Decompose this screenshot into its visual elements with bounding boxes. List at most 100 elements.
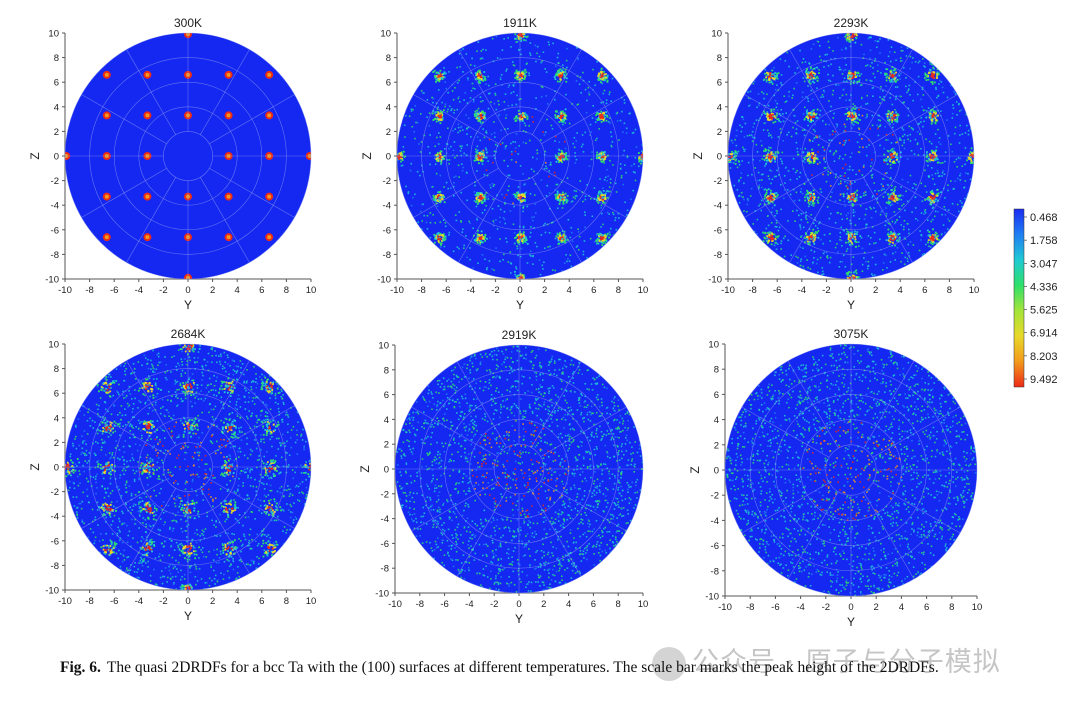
peak-dot <box>524 192 527 195</box>
speckle <box>817 40 820 43</box>
speckle <box>824 161 827 163</box>
speckle <box>440 163 442 166</box>
speckle <box>956 114 958 116</box>
speckle <box>541 264 544 267</box>
peak-dot <box>809 237 812 240</box>
peak-dot <box>602 234 604 237</box>
speckle <box>821 270 824 273</box>
speckle <box>840 192 843 195</box>
speckle <box>428 125 431 127</box>
peak-dot <box>475 74 477 77</box>
speckle <box>871 176 873 179</box>
speckle <box>497 205 500 207</box>
peak-dot <box>815 116 818 119</box>
speckle <box>829 150 832 152</box>
speckle <box>615 228 618 231</box>
speckle <box>927 219 929 221</box>
peak-cluster <box>433 231 447 246</box>
speckle <box>558 158 560 160</box>
speckle <box>789 193 792 196</box>
grid-spoke <box>532 49 582 135</box>
speckle <box>484 147 487 150</box>
speckle <box>477 107 480 110</box>
peak-dot <box>476 74 479 76</box>
peak-dot <box>513 117 516 120</box>
speckle <box>568 260 571 262</box>
speckle <box>563 230 566 233</box>
peak-dot <box>845 30 847 32</box>
speckle <box>403 156 406 159</box>
speckle <box>854 224 857 226</box>
peak-dot <box>608 236 610 239</box>
speckle <box>561 270 563 272</box>
speckle <box>554 65 557 67</box>
speckle <box>834 246 837 249</box>
speckle <box>499 76 502 79</box>
speckle <box>869 79 871 82</box>
speckle <box>751 130 754 133</box>
speckle <box>756 106 758 109</box>
peak-dot <box>852 30 854 32</box>
peak-dot <box>518 240 521 243</box>
speckle <box>879 38 881 40</box>
peak-dot <box>888 77 890 80</box>
speckle <box>766 215 769 217</box>
speckle <box>768 132 770 135</box>
speckle <box>881 269 884 271</box>
speckle <box>472 267 474 269</box>
speckle <box>879 213 882 216</box>
speckle <box>947 189 949 192</box>
peak-dot <box>638 158 641 161</box>
speckle <box>467 79 470 81</box>
speckle <box>902 203 905 205</box>
speckle <box>448 71 450 73</box>
peak-dot <box>853 113 856 116</box>
peak-dot <box>603 234 606 237</box>
speckle <box>887 139 889 141</box>
speckle <box>566 66 568 69</box>
speckle <box>526 62 528 65</box>
peak-dot <box>888 196 891 199</box>
peak-cluster <box>763 148 780 165</box>
speckle <box>795 191 798 194</box>
speckle <box>465 128 468 130</box>
peak-dot <box>845 113 847 115</box>
speckle <box>592 105 595 107</box>
speckle <box>799 260 802 262</box>
peak-dot <box>640 154 643 156</box>
speckle <box>838 68 841 71</box>
speckle <box>895 95 897 98</box>
speckle <box>574 195 577 197</box>
speckle <box>858 108 860 111</box>
peak-dot <box>774 157 776 160</box>
peak-dot <box>564 117 567 120</box>
peak-dot <box>645 156 647 158</box>
peak-dot <box>770 238 773 241</box>
speckle <box>617 212 620 215</box>
speckle <box>837 84 840 87</box>
speckle <box>462 71 464 73</box>
peak-dot <box>856 194 859 197</box>
peak-dot <box>892 197 894 200</box>
peak-dot <box>598 156 601 159</box>
speckle <box>816 135 818 137</box>
speckle <box>481 253 484 256</box>
speckle <box>501 49 504 51</box>
speckle <box>596 60 598 63</box>
peak-dot <box>806 190 809 193</box>
peak-dot <box>475 153 478 156</box>
peak-dot <box>597 112 600 115</box>
peak-dot <box>851 280 853 282</box>
peak-dot <box>849 237 851 240</box>
peak-dot <box>520 200 523 203</box>
speckle <box>886 267 888 269</box>
peak-dot <box>602 235 604 238</box>
speckle <box>587 86 590 89</box>
speckle <box>829 212 832 215</box>
peak-dot <box>475 115 478 117</box>
speckle <box>916 143 919 146</box>
peak-dot <box>476 242 479 244</box>
speckle <box>861 138 863 140</box>
peak-dot <box>604 235 607 238</box>
x-tick-label: -6 <box>442 285 450 296</box>
